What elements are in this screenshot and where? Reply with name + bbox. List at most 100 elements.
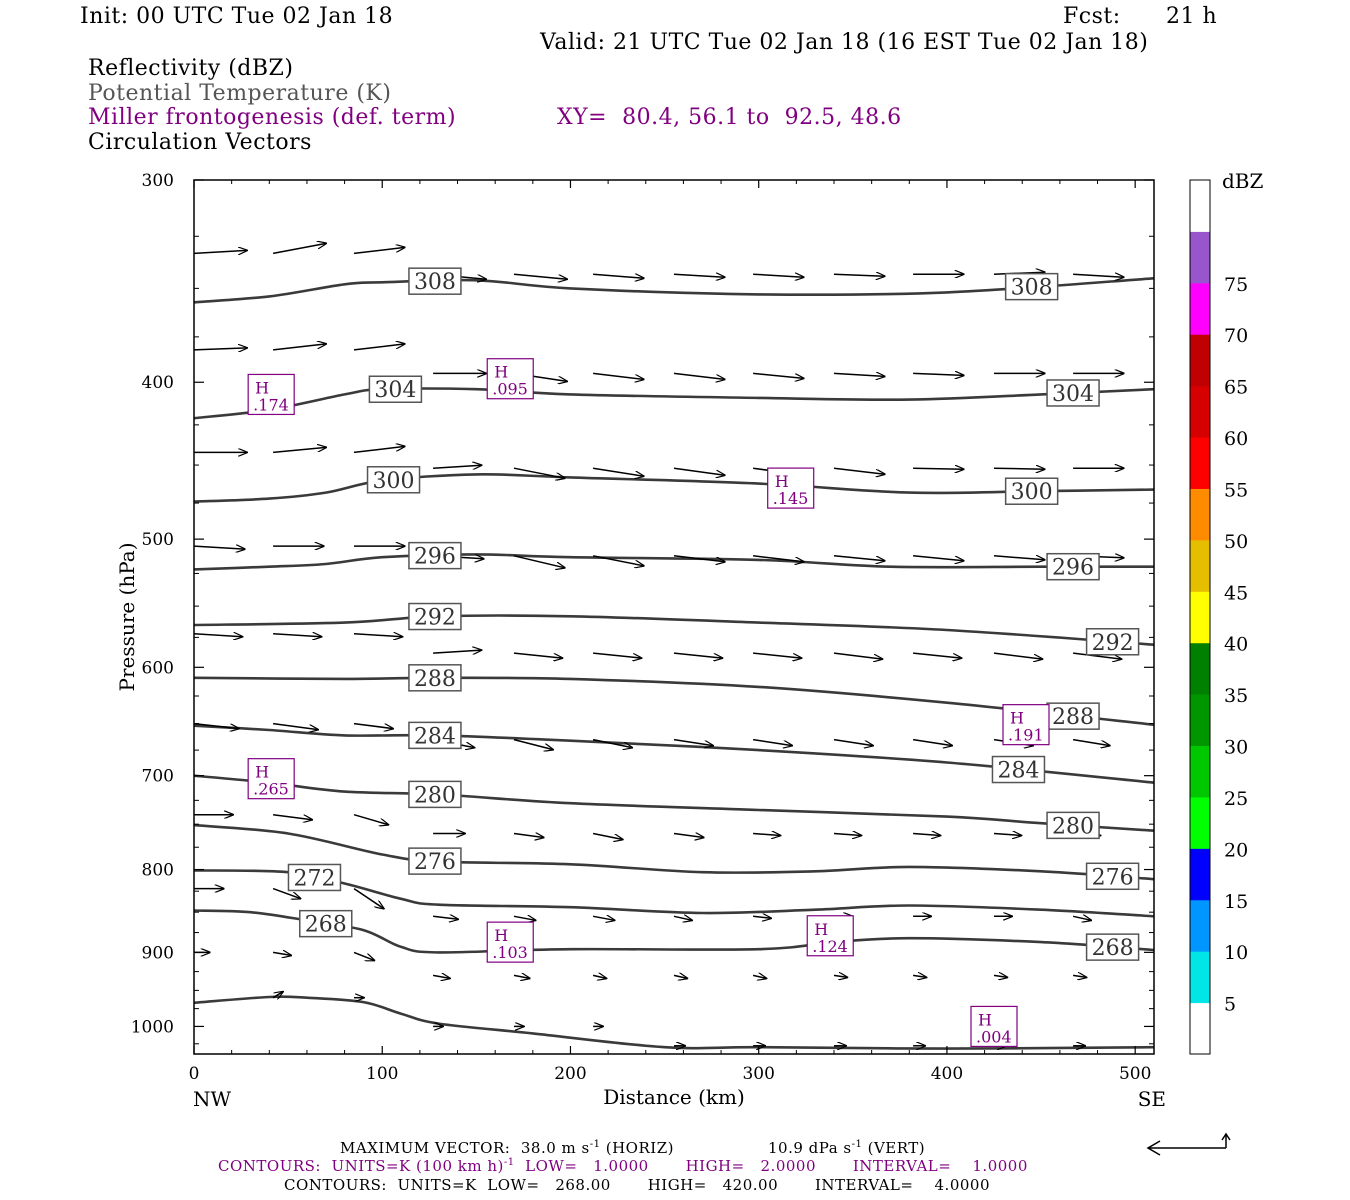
contour-label: 276	[414, 850, 456, 875]
contours-frontogenesis-info: CONTOURS: UNITS=K (100 km h)-1 LOW= 1.00…	[218, 1157, 1028, 1175]
circulation-vector	[273, 447, 326, 454]
colorbar: 5 10 15 20 25 30 35 40 45 50 55 60 65 70 75 dBZ	[1189, 169, 1264, 1055]
circulation-vector	[753, 274, 804, 277]
circulation-vector	[513, 916, 536, 920]
circulation-vector	[193, 348, 247, 350]
contour-label-box	[1046, 379, 1100, 407]
circulation-vector	[833, 834, 861, 836]
contour-label: 288	[1052, 705, 1094, 730]
colorbar-swatch	[1190, 745, 1210, 798]
frontogenesis-high-box	[247, 373, 295, 416]
circulation-vector	[673, 916, 692, 920]
colorbar-swatch	[1190, 180, 1210, 232]
x-tick-label: 200	[554, 1064, 586, 1084]
x-tick-label: 500	[1119, 1064, 1151, 1084]
field-miller-frontogenesis: Miller frontogenesis (def. term)	[88, 105, 457, 130]
frontogenesis-high-marker: H	[1010, 709, 1024, 728]
circulation-vector	[513, 555, 565, 568]
circulation-vector	[1072, 975, 1086, 977]
contour-label-box	[408, 541, 462, 570]
circulation-vector	[752, 975, 766, 978]
x-tick-label: 300	[742, 1064, 774, 1084]
circulation-vector	[273, 344, 326, 351]
theta-contour-304	[193, 387, 1155, 420]
circulation-vector	[913, 373, 964, 375]
theta-contours	[193, 277, 1155, 1050]
field-reflectivity: Reflectivity (dBZ)	[88, 56, 294, 81]
x-tick-label: 0	[189, 1064, 200, 1084]
circulation-vector	[353, 887, 384, 909]
theta-contour-296	[193, 553, 1154, 571]
colorbar-swatch	[1190, 488, 1210, 541]
circulation-vector	[673, 467, 725, 475]
y-tick-label: 400	[142, 373, 174, 393]
circulation-vector	[353, 722, 393, 729]
y-tick-label: 1000	[131, 1017, 174, 1037]
contour-label-box	[408, 847, 462, 875]
valid-time: Valid: 21 UTC Tue 02 Jan 18 (16 EST Tue …	[540, 30, 1149, 55]
circulation-vector	[1072, 738, 1110, 746]
x-tick-label: 100	[366, 1064, 398, 1084]
colorbar-tick-label: 35	[1224, 685, 1248, 707]
circulation-vector	[833, 274, 885, 276]
circulation-vector	[673, 975, 687, 978]
colorbar-tick-label: 5	[1224, 994, 1236, 1016]
colorbar-tick-label: 10	[1224, 942, 1248, 964]
contour-label: 280	[414, 783, 456, 808]
y-tick-label: 300	[142, 171, 174, 191]
circulation-vector	[913, 652, 961, 658]
circulation-vector	[913, 834, 940, 836]
colorbar-tick-label: 65	[1224, 377, 1248, 399]
circulation-vector	[993, 555, 1045, 560]
circulation-vector	[833, 738, 873, 746]
colorbar-tick-label: 15	[1224, 891, 1248, 913]
theta-contour-288	[193, 676, 1155, 726]
circulation-vector	[273, 722, 318, 730]
contour-label-box	[408, 602, 462, 631]
circulation-vector	[993, 975, 1007, 977]
frontogenesis-high-value: .004	[976, 1027, 1012, 1046]
surface-line	[193, 995, 1155, 1050]
circulation-vector	[272, 887, 300, 899]
frontogenesis-high-marker: H	[978, 1010, 992, 1029]
contour-label: 280	[1052, 814, 1094, 839]
x-end-label-right: SE	[1138, 1087, 1166, 1111]
circulation-vector	[1073, 274, 1124, 277]
circulation-vector	[912, 738, 952, 746]
init-time: Init: 00 UTC Tue 02 Jan 18	[80, 4, 394, 29]
circulation-vector	[432, 975, 450, 978]
colorbar-swatch	[1190, 282, 1210, 335]
contour-label: 292	[1092, 631, 1134, 656]
circulation-vector	[592, 832, 623, 840]
frontogenesis-high-box	[806, 915, 854, 957]
contour-label-box	[1004, 477, 1059, 505]
y-tick-label: 900	[142, 943, 174, 963]
theta-contour-292	[193, 614, 1155, 646]
contour-label-box	[1085, 862, 1140, 891]
vert-vector-text: 10.9 dPa s-1 (VERT)	[768, 1139, 926, 1157]
theta-contour-308	[193, 277, 1155, 304]
colorbar-swatch	[1190, 334, 1210, 387]
circulation-vector	[593, 652, 641, 658]
contour-label-box	[368, 375, 423, 403]
circulation-vector	[592, 738, 632, 748]
colorbar-tick-label: 20	[1224, 839, 1248, 861]
cross-section-endpoints: XY= 80.4, 56.1 to 92.5, 48.6	[557, 105, 902, 130]
circulation-vector	[193, 546, 245, 549]
colorbar-tick-label: 25	[1224, 788, 1248, 810]
fcst-value: 21 h	[1166, 4, 1218, 29]
contour-label: 284	[414, 724, 456, 749]
colorbar-swatch	[1190, 591, 1210, 644]
colorbar-swatch	[1190, 231, 1210, 284]
y-tick-label: 600	[142, 658, 174, 678]
colorbar-swatch	[1190, 385, 1210, 438]
colorbar-swatch	[1190, 437, 1210, 489]
frontogenesis-high-value: .265	[253, 780, 289, 799]
contour-label-box	[1004, 272, 1059, 301]
frontogenesis-high-box	[1002, 704, 1050, 746]
circulation-vector	[592, 467, 644, 476]
frontogenesis-high-marker: H	[775, 472, 789, 491]
circulation-vector	[752, 738, 792, 746]
colorbar-swatch	[1190, 848, 1210, 901]
